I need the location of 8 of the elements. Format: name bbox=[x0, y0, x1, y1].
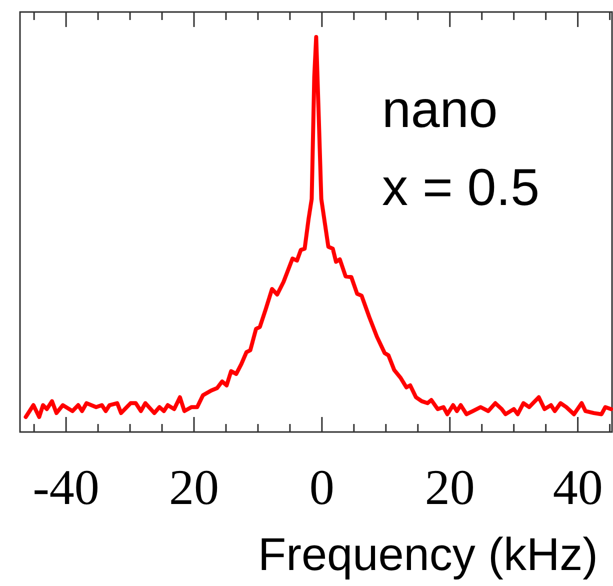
x-axis-title: Frequency (kHz) bbox=[258, 528, 598, 580]
x-tick-label: 20 bbox=[424, 459, 475, 515]
x-tick-label: 0 bbox=[309, 459, 334, 515]
x-tick-label: -40 bbox=[32, 459, 100, 515]
annotation: x = 0.5 bbox=[382, 159, 540, 217]
x-tick-label: 40 bbox=[552, 459, 603, 515]
x-tick-label: 20 bbox=[169, 459, 219, 515]
annotation: nano bbox=[382, 81, 498, 139]
